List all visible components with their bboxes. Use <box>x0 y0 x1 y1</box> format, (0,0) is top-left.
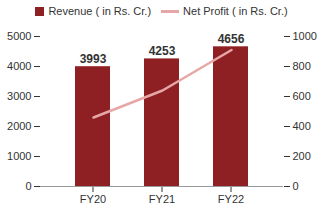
svg-text:800: 800 <box>293 60 311 72</box>
svg-text:FY22: FY22 <box>218 193 244 205</box>
svg-text:1000: 1000 <box>293 30 317 42</box>
svg-text:1000: 1000 <box>7 150 31 162</box>
html-text:Net Profit ( in Rs. Cr.): Net Profit ( in Rs. Cr.) <box>183 5 288 17</box>
svg-text:FY20: FY20 <box>80 193 106 205</box>
svg-text:600: 600 <box>293 90 311 102</box>
svg-text:3000: 3000 <box>7 90 31 102</box>
svg-text:5000: 5000 <box>7 30 31 42</box>
svg-text:4000: 4000 <box>7 60 31 72</box>
svg-text:4656: 4656 <box>218 32 245 46</box>
svg-text:400: 400 <box>293 120 311 132</box>
svg-text:4253: 4253 <box>149 44 176 58</box>
svg-text:0: 0 <box>293 180 299 192</box>
svg-text:200: 200 <box>293 150 311 162</box>
svg-text:2000: 2000 <box>7 120 31 132</box>
svg-text:FY21: FY21 <box>149 193 175 205</box>
svg-text:3993: 3993 <box>80 52 107 66</box>
svg-text:0: 0 <box>25 180 31 192</box>
html-text:Revenue ( in Rs. Cr.): Revenue ( in Rs. Cr.) <box>48 5 152 17</box>
